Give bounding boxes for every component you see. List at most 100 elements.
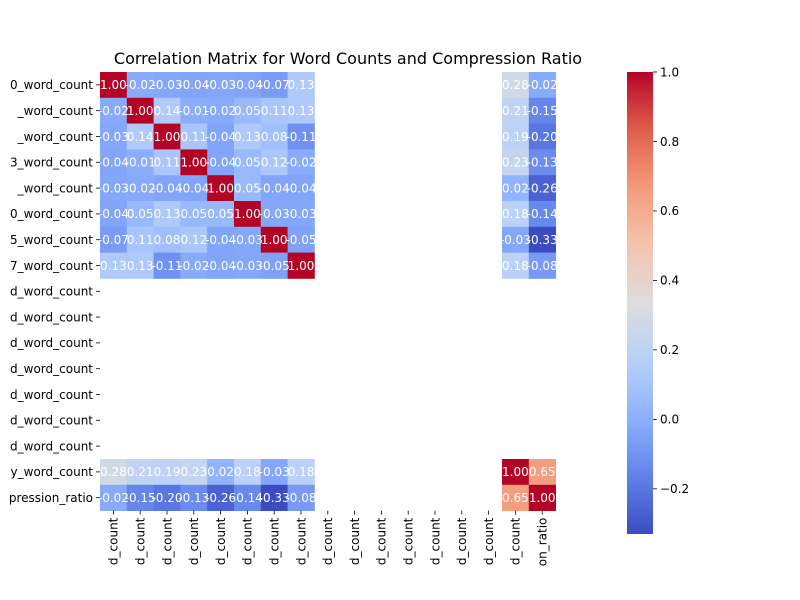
heatmap-cell: [126, 72, 154, 99]
cell-annotation: -0.20: [527, 130, 558, 144]
heatmap-cell: [126, 175, 154, 202]
cell-annotation: 0.05: [234, 181, 261, 195]
heatmap-cell: [260, 484, 288, 511]
cell-annotation: -0.04: [285, 181, 316, 195]
x-tick-label: d_count: [482, 517, 496, 565]
heatmap-cell: [234, 123, 262, 150]
y-tick-label: 7_word_count: [10, 259, 93, 273]
cell-annotation: -0.04: [205, 130, 236, 144]
heatmap-cell: [180, 123, 208, 150]
heatmap-cell: [207, 201, 235, 228]
x-tick-label: d_count: [455, 517, 469, 565]
x-tick-label: d_count: [241, 517, 255, 565]
heatmap-cell: [126, 97, 154, 124]
heatmap-cell: [180, 149, 208, 176]
heatmap-cell: [502, 226, 530, 253]
heatmap-cell: [100, 175, 128, 202]
cell-annotation: 1.00: [529, 491, 556, 505]
heatmap-cell: [207, 123, 235, 150]
cell-annotation: 0.28: [100, 465, 127, 479]
cell-annotation: 0.08: [154, 233, 181, 247]
heatmap-cell: [287, 201, 315, 228]
cell-annotation: 1.00: [100, 78, 127, 92]
heatmap-cell: [528, 459, 556, 486]
cell-annotation: 0.21: [502, 104, 529, 118]
cell-annotation: 0.12: [261, 156, 288, 170]
y-tick-label: _word_count: [17, 104, 94, 118]
heatmap-cell: [260, 175, 288, 202]
cell-annotation: -0.08: [527, 259, 558, 273]
cell-annotation: -0.33: [259, 491, 290, 505]
heatmap-cell: [260, 252, 288, 279]
cell-annotation: -0.15: [125, 491, 156, 505]
cell-annotation: 1.00: [207, 181, 234, 195]
cell-annotation: 1.00: [234, 207, 261, 221]
cell-annotation: 0.12: [180, 233, 207, 247]
heatmap-cell: [153, 149, 181, 176]
cell-annotation: -0.03: [98, 181, 129, 195]
cell-annotation: 0.65: [502, 491, 529, 505]
heatmap-cell: [502, 484, 530, 511]
cell-annotation: -0.03: [98, 130, 129, 144]
cell-annotation: 0.11: [154, 156, 181, 170]
x-tick-label: d_count: [294, 517, 308, 565]
cell-annotation: -0.15: [527, 104, 558, 118]
x-tick-label: d_count: [402, 517, 416, 565]
heatmap-cell: [528, 97, 556, 124]
cell-annotation: 0.19: [502, 130, 529, 144]
heatmap-cell: [207, 175, 235, 202]
heatmap-cell: [287, 97, 315, 124]
heatmap-cell: [234, 484, 262, 511]
heatmap-cell: [234, 459, 262, 486]
heatmap-cell: [502, 459, 530, 486]
heatmap-cell: [100, 252, 128, 279]
cell-annotation: -0.14: [527, 207, 558, 221]
heatmap-cell: [100, 97, 128, 124]
heatmap-cell: [153, 72, 181, 99]
heatmap-cell: [260, 459, 288, 486]
cell-annotation: 0.23: [502, 156, 529, 170]
heatmap-cell: [100, 459, 128, 486]
cell-annotation: 1.00: [502, 465, 529, 479]
cell-annotation: 0.11: [261, 104, 288, 118]
heatmap-cell: [180, 226, 208, 253]
cell-annotation: -0.04: [151, 181, 182, 195]
y-tick-label: 5_word_count: [10, 233, 93, 247]
heatmap-cell: [153, 123, 181, 150]
heatmap-cell: [126, 201, 154, 228]
cell-annotation: 0.05: [127, 207, 154, 221]
cell-annotation: -0.01: [178, 104, 209, 118]
heatmap-cell: [260, 201, 288, 228]
chart-title: Correlation Matrix for Word Counts and C…: [114, 49, 582, 68]
heatmap-cell: [207, 72, 235, 99]
x-tick-label: d_count: [107, 517, 121, 565]
y-tick-label: 0_word_count: [10, 207, 93, 221]
heatmap-cell: [207, 226, 235, 253]
cell-annotation: -0.02: [125, 181, 156, 195]
heatmap-cell: [207, 484, 235, 511]
y-tick-label: _word_count: [17, 130, 94, 144]
heatmap-cell: [234, 149, 262, 176]
y-tick-label: _word_count: [17, 181, 94, 195]
cell-annotation: 0.18: [502, 259, 529, 273]
cell-annotation: 0.19: [154, 465, 181, 479]
heatmap-cell: [234, 175, 262, 202]
cell-annotation: 0.05: [207, 207, 234, 221]
y-tick-label: d_word_count: [10, 439, 93, 453]
cell-annotation: -0.04: [259, 181, 290, 195]
cell-annotation: -0.03: [151, 78, 182, 92]
colorbar-tick-label: 1.0: [660, 65, 679, 79]
cell-annotation: -0.03: [285, 207, 316, 221]
cell-annotation: -0.03: [500, 233, 531, 247]
heatmap-cell: [126, 226, 154, 253]
x-tick-label: d_count: [375, 517, 389, 565]
heatmap-annotations: 1.00-0.02-0.03-0.04-0.03-0.04-0.070.13 0.…: [98, 78, 558, 505]
cell-annotation: 0.23: [180, 465, 207, 479]
heatmap-cell: [502, 201, 530, 228]
cell-annotation: 0.11: [180, 130, 207, 144]
cell-annotation: 0.18: [234, 465, 261, 479]
cell-annotation: -0.33: [527, 233, 558, 247]
heatmap-cell: [126, 149, 154, 176]
cell-annotation: -0.02: [98, 104, 129, 118]
